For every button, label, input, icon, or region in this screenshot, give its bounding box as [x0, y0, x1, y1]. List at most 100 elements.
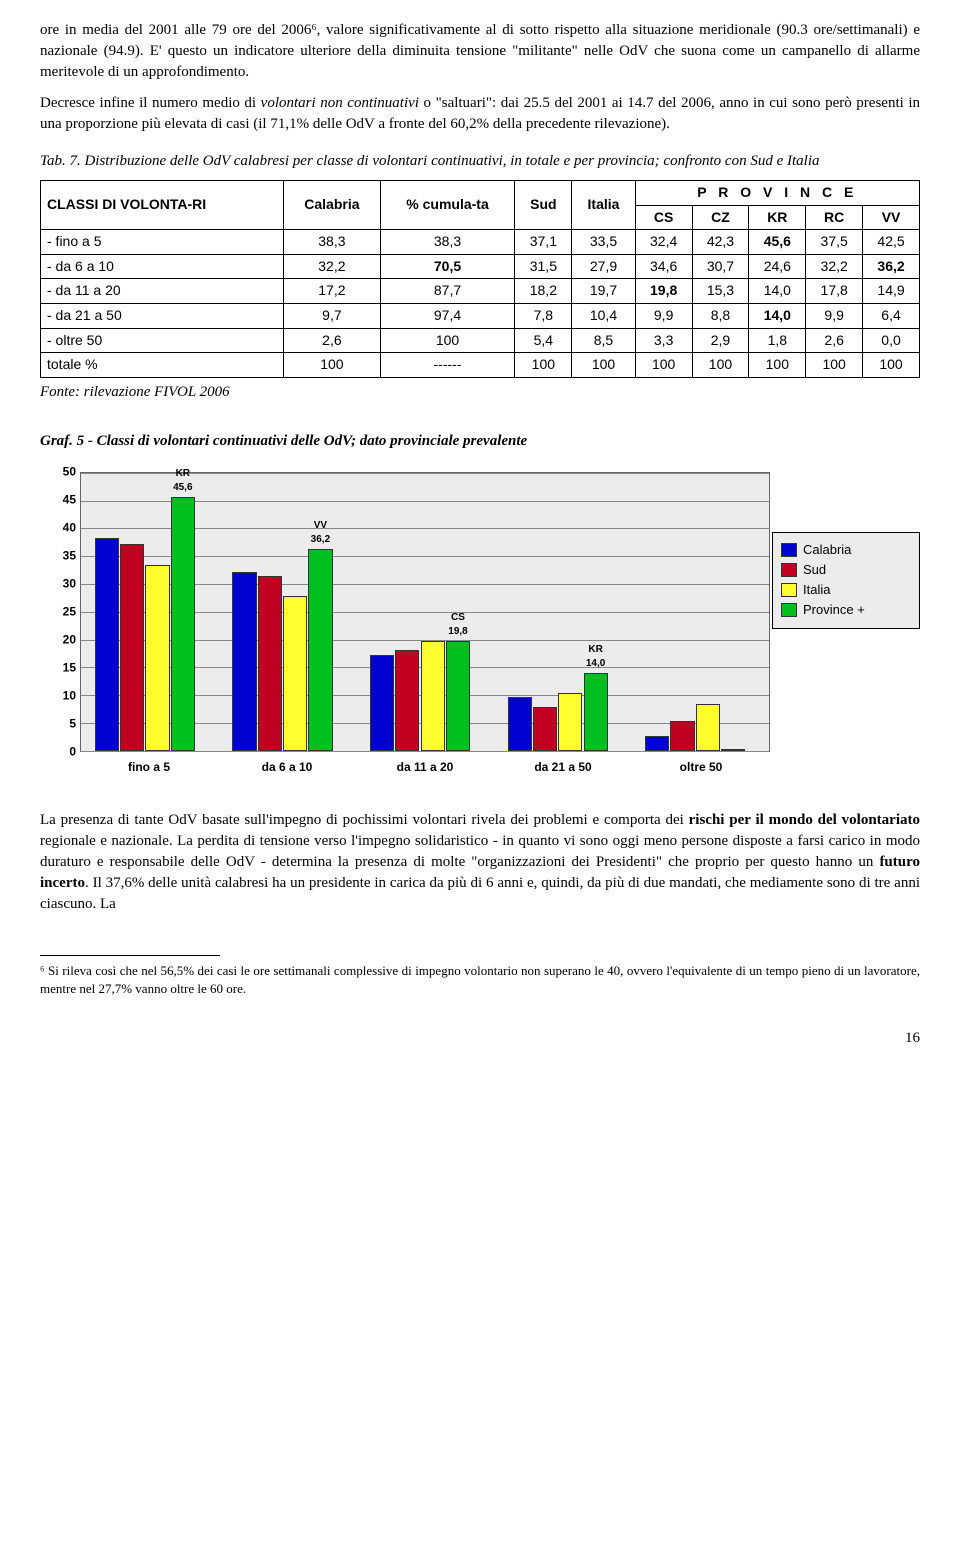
table-cell: 2,6 [806, 328, 863, 353]
table-cell: 17,2 [284, 279, 380, 304]
table-cell: 100 [380, 328, 515, 353]
x-axis-label: da 11 a 20 [397, 759, 454, 776]
bar [645, 736, 669, 750]
bar [283, 596, 307, 751]
table-cell: 38,3 [380, 230, 515, 255]
table-cell: 100 [635, 353, 692, 378]
table-cell: 100 [692, 353, 749, 378]
x-axis-label: da 6 a 10 [262, 759, 313, 776]
p3-e: . Il 37,6% delle unità calabresi ha un p… [40, 875, 920, 912]
table-cell: 100 [863, 353, 920, 378]
y-axis-label: 0 [50, 743, 76, 760]
bar [670, 721, 694, 751]
table-cell: 9,9 [806, 303, 863, 328]
table-cell: 2,6 [284, 328, 380, 353]
bar [308, 549, 332, 750]
table-cell: 8,5 [572, 328, 635, 353]
table-cell: 10,4 [572, 303, 635, 328]
y-axis-label: 45 [50, 491, 76, 508]
th-italia: Italia [572, 181, 635, 230]
bar [446, 641, 470, 751]
table-cell: 87,7 [380, 279, 515, 304]
paragraph-1: ore in media del 2001 alle 79 ore del 20… [40, 20, 920, 83]
table-cell: 27,9 [572, 254, 635, 279]
bar [145, 565, 169, 751]
table-cell: 34,6 [635, 254, 692, 279]
table-row: - da 21 a 509,797,47,810,49,98,814,09,96… [41, 303, 920, 328]
table-cell: 5,4 [515, 328, 572, 353]
y-axis-label: 15 [50, 659, 76, 676]
bar [558, 693, 582, 751]
th-rc: RC [806, 205, 863, 230]
bar [584, 673, 608, 751]
table-row: - oltre 502,61005,48,53,32,91,82,60,0 [41, 328, 920, 353]
table-cell: 42,5 [863, 230, 920, 255]
table-cell: 37,5 [806, 230, 863, 255]
legend-item: Calabria [781, 541, 911, 559]
table-cell: 42,3 [692, 230, 749, 255]
bar [258, 576, 282, 751]
table-row: totale %100------100100100100100100100 [41, 353, 920, 378]
table-cell: 19,7 [572, 279, 635, 304]
y-axis-label: 35 [50, 547, 76, 564]
legend-item: Sud [781, 561, 911, 579]
y-axis-label: 5 [50, 715, 76, 732]
table-cell: 100 [749, 353, 806, 378]
th-cumulata: % cumula-ta [380, 181, 515, 230]
table-cell: 6,4 [863, 303, 920, 328]
table-cell: 8,8 [692, 303, 749, 328]
table-cell: 36,2 [863, 254, 920, 279]
table-cell: 33,5 [572, 230, 635, 255]
x-axis-label: fino a 5 [128, 759, 170, 776]
bar [95, 538, 119, 751]
legend-swatch-icon [781, 563, 797, 577]
th-kr: KR [749, 205, 806, 230]
p3-b: rischi per il mondo del volontariato [689, 812, 920, 828]
p3-a: La presenza di tante OdV basate sull'imp… [40, 812, 689, 828]
bar [508, 697, 532, 751]
table-cell: 14,0 [749, 303, 806, 328]
th-vv: VV [863, 205, 920, 230]
footnote: ⁶ Si rileva così che nel 56,5% dei casi … [40, 962, 920, 998]
legend-swatch-icon [781, 583, 797, 597]
legend-label: Italia [803, 581, 830, 599]
table-caption: Tab. 7. Distribuzione delle OdV calabres… [40, 151, 920, 172]
table-cell: 100 [806, 353, 863, 378]
table-cell: 37,1 [515, 230, 572, 255]
p2-b: volontari non continuativi [261, 95, 419, 111]
legend-item: Italia [781, 581, 911, 599]
th-classi: CLASSI DI VOLONTA-RI [41, 181, 284, 230]
legend-item: Province + [781, 601, 911, 619]
table-cell: 100 [515, 353, 572, 378]
table-cell: 100 [572, 353, 635, 378]
table-cell: 45,6 [749, 230, 806, 255]
page-number: 16 [40, 1028, 920, 1049]
bar [421, 641, 445, 751]
y-axis-label: 30 [50, 575, 76, 592]
province-label: KR45,6 [171, 467, 195, 495]
table-cell: 17,8 [806, 279, 863, 304]
paragraph-2: Decresce infine il numero medio di volon… [40, 93, 920, 135]
table-cell: 15,3 [692, 279, 749, 304]
bar [533, 707, 557, 750]
bar [696, 704, 720, 751]
table-cell: 32,2 [806, 254, 863, 279]
bar [232, 572, 256, 751]
table-cell: totale % [41, 353, 284, 378]
bar [370, 655, 394, 751]
table-cell: 30,7 [692, 254, 749, 279]
table-cell: 24,6 [749, 254, 806, 279]
legend-label: Province + [803, 601, 865, 619]
table-cell: 3,3 [635, 328, 692, 353]
table-row: - da 11 a 2017,287,718,219,719,815,314,0… [41, 279, 920, 304]
th-sud: Sud [515, 181, 572, 230]
table-source: Fonte: rilevazione FIVOL 2006 [40, 382, 920, 403]
table-cell: - da 6 a 10 [41, 254, 284, 279]
table-cell: 2,9 [692, 328, 749, 353]
legend-swatch-icon [781, 603, 797, 617]
legend-swatch-icon [781, 543, 797, 557]
table-cell: - da 11 a 20 [41, 279, 284, 304]
table-cell: 18,2 [515, 279, 572, 304]
p2-a: Decresce infine il numero medio di [40, 95, 261, 111]
footnote-separator [40, 955, 220, 956]
